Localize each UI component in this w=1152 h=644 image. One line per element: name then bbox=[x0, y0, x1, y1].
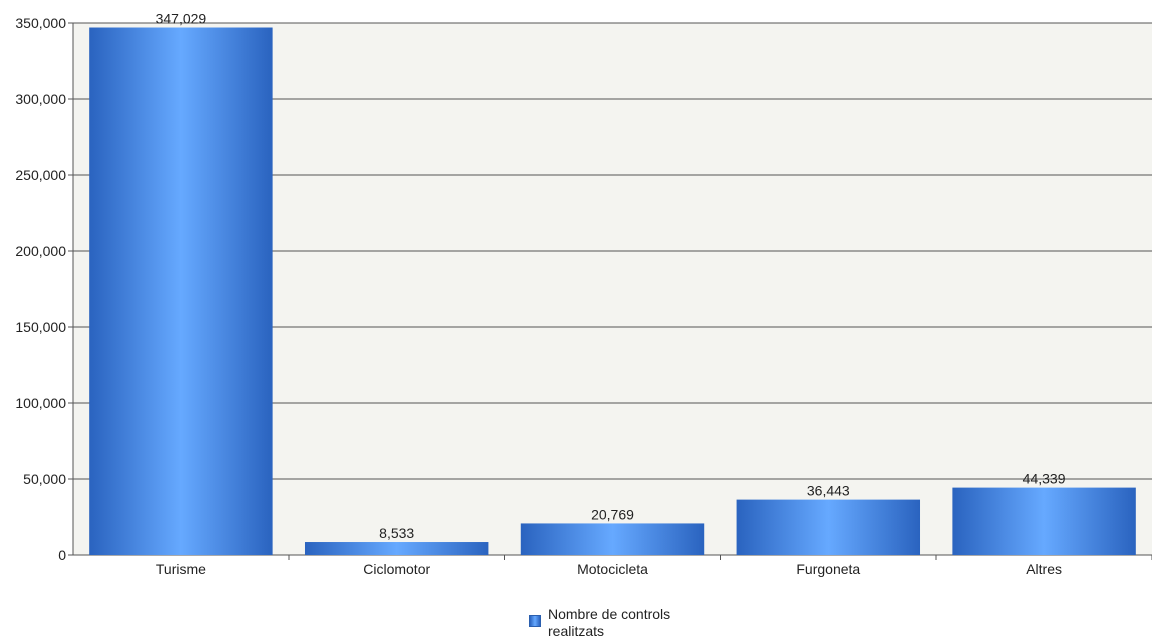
y-tick-label: 200,000 bbox=[15, 243, 66, 259]
legend-swatch bbox=[529, 615, 541, 627]
x-tick-label: Ciclomotor bbox=[363, 561, 430, 577]
y-tick-label: 250,000 bbox=[15, 167, 66, 183]
y-tick-label: 50,000 bbox=[23, 471, 66, 487]
x-tick-label: Turisme bbox=[156, 561, 206, 577]
y-tick-label: 350,000 bbox=[15, 15, 66, 31]
x-tick-label: Motocicleta bbox=[577, 561, 648, 577]
y-tick-label: 100,000 bbox=[15, 395, 66, 411]
bar-turisme bbox=[89, 27, 273, 555]
bar-ciclomotor bbox=[304, 542, 489, 555]
data-label: 36,443 bbox=[807, 483, 850, 499]
y-tick-label: 0 bbox=[58, 547, 66, 563]
x-tick-label: Furgoneta bbox=[796, 561, 860, 577]
data-label: 347,029 bbox=[156, 11, 207, 27]
data-label: 20,769 bbox=[591, 506, 634, 522]
y-tick-label: 150,000 bbox=[15, 319, 66, 335]
legend: Nombre de controls realitzats bbox=[529, 606, 698, 640]
data-label: 8,533 bbox=[379, 525, 414, 541]
y-tick-label: 300,000 bbox=[15, 91, 66, 107]
bar-furgoneta bbox=[736, 499, 921, 555]
bar-motocicleta bbox=[520, 523, 705, 555]
bar-altres bbox=[952, 487, 1136, 555]
x-tick-label: Altres bbox=[1026, 561, 1062, 577]
bar-chart: 0 50,000 100,000 150,000 200,000 250,000 300,0… bbox=[15, 11, 1152, 577]
data-label: 44,339 bbox=[1023, 471, 1066, 487]
legend-label: Nombre de controls realitzats bbox=[548, 606, 671, 639]
